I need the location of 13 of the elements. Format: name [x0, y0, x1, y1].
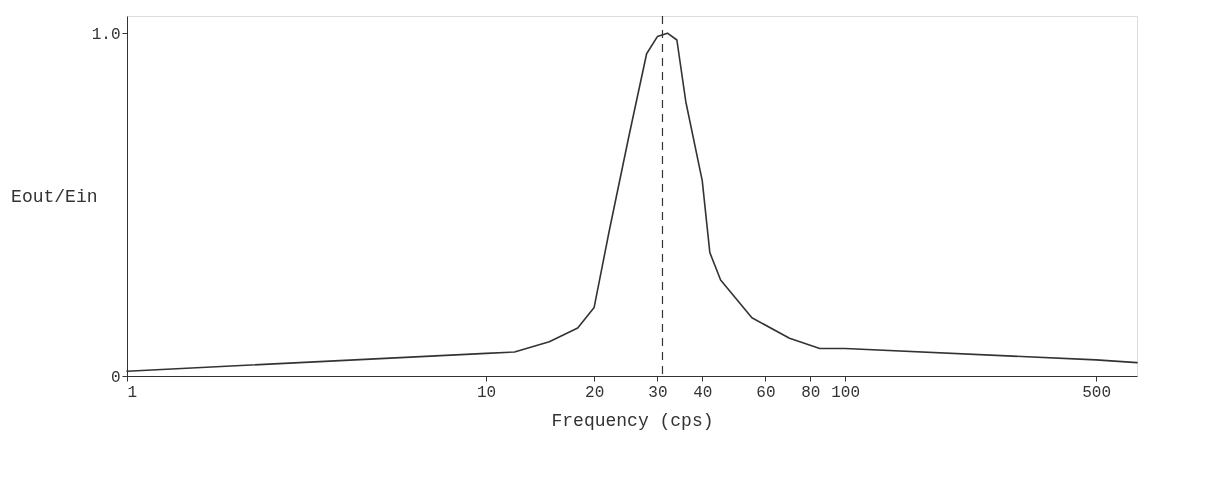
x-tick-label: 80 [801, 383, 821, 402]
y-axis-title: Eout/Ein [11, 186, 98, 207]
x-tick-label: 40 [693, 383, 713, 402]
x-tick-label: 60 [756, 383, 776, 402]
x-tick-label: 10 [476, 383, 497, 402]
y-tick-label: 0 [110, 368, 121, 387]
x-tick-label: 30 [648, 383, 668, 402]
x-axis-title: Frequency (cps) [551, 410, 714, 431]
y-tick-label: 1.0 [91, 25, 121, 44]
x-tick-label: 1 [127, 383, 138, 402]
x-tick-label: 20 [585, 383, 605, 402]
x-tick-label: 100 [831, 383, 861, 402]
x-tick-label: 500 [1082, 383, 1111, 402]
